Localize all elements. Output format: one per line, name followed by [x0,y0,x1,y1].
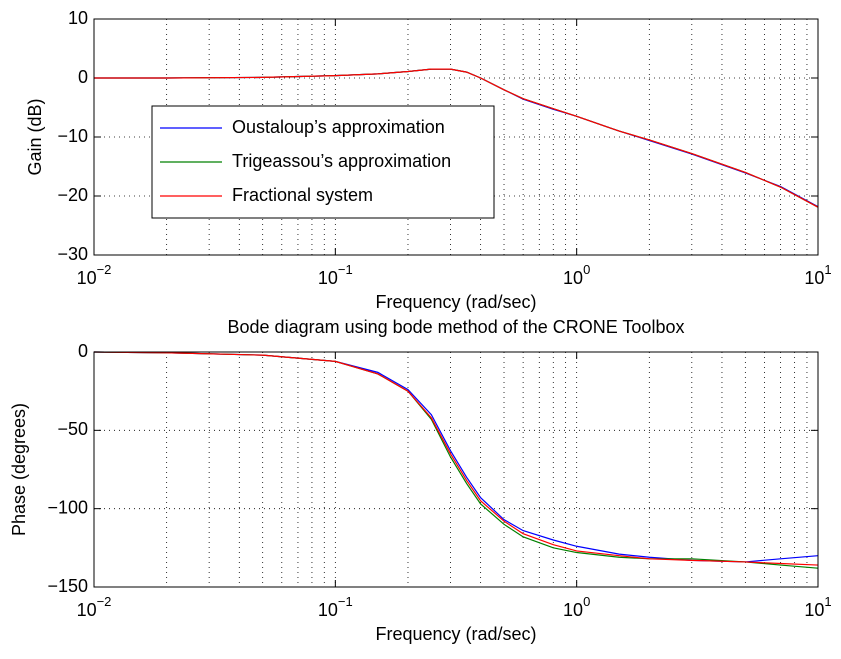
x-tick-base: 10 [318,600,338,620]
x-tick-label: 101 [804,594,831,619]
y-tick-label: 0 [78,341,88,361]
y-tick-label: −150 [47,576,88,596]
legend-label: Fractional system [232,185,373,205]
plot-frame [93,351,819,588]
y-tick-label: −20 [57,185,88,205]
y-tick-label: −50 [57,419,88,439]
x-tick-exponent: −1 [338,262,353,277]
y-tick-label: −30 [57,244,88,264]
y-tick-label: 10 [68,8,88,28]
y-tick-label: −10 [57,126,88,146]
x-tick-base: 10 [318,268,338,288]
x-tick-exponent: 1 [824,594,831,609]
y-tick-label: 0 [78,67,88,87]
chart-title: Bode diagram using bode method of the CR… [228,317,685,337]
x-tick-base: 10 [77,268,97,288]
x-tick-base: 10 [563,600,583,620]
series-line [93,351,819,563]
x-tick-exponent: 0 [583,262,590,277]
x-tick-exponent: −2 [97,594,112,609]
series-line [93,351,819,566]
series-line [94,68,819,208]
x-tick-base: 10 [77,600,97,620]
x-tick-exponent: −2 [97,262,112,277]
x-tick-label: 10−2 [77,262,112,287]
y-tick-label: −100 [47,497,88,517]
x-tick-base: 10 [804,600,824,620]
x-tick-label: 100 [563,262,590,287]
x-tick-label: 101 [804,262,831,287]
x-tick-exponent: 1 [824,262,831,277]
x-tick-exponent: −1 [338,594,353,609]
x-tick-label: 100 [563,594,590,619]
x-tick-base: 10 [804,268,824,288]
x-axis-label: Frequency (rad/sec) [375,292,536,312]
y-axis-label: Phase (degrees) [9,403,29,536]
x-tick-label: 10−1 [318,262,353,287]
x-tick-exponent: 0 [583,594,590,609]
legend-label: Trigeassou’s approximation [232,151,451,171]
x-axis-label: Frequency (rad/sec) [375,624,536,644]
legend-label: Oustaloup’s approximation [232,117,445,137]
plot-frame [93,18,819,256]
x-tick-label: 10−2 [77,594,112,619]
x-tick-base: 10 [563,268,583,288]
x-tick-label: 10−1 [318,594,353,619]
y-axis-label: Gain (dB) [25,98,45,175]
